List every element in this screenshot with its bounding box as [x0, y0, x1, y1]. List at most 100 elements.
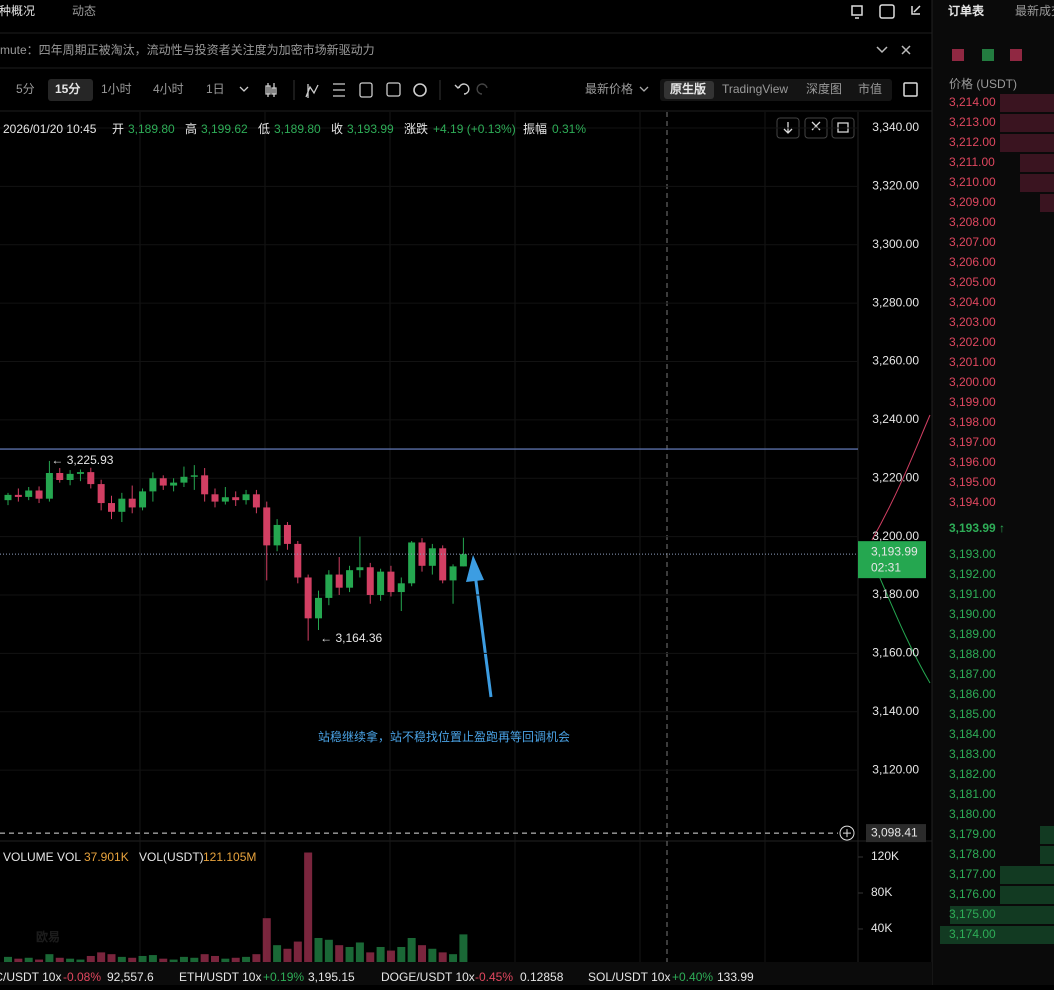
bid-price: 3,188.00 — [949, 647, 996, 661]
note-arrow — [472, 565, 493, 698]
close-icon[interactable] — [901, 45, 911, 55]
candle-body — [201, 475, 209, 495]
bid-price: 3,176.00 — [949, 887, 996, 901]
candle-body — [459, 554, 467, 567]
y-tick-label: 3,220.00 — [872, 470, 919, 484]
ask-price: 3,201.00 — [949, 355, 996, 369]
y-tick-label: 3,160.00 — [872, 646, 919, 660]
ask-price: 3,202.00 — [949, 335, 996, 349]
ticker-pair[interactable]: DOGE/USDT 10x — [381, 970, 475, 984]
depth-bar — [940, 926, 1054, 944]
candle-body — [221, 497, 229, 502]
fullscreen-icon[interactable] — [903, 82, 918, 97]
candle-body — [87, 472, 95, 485]
volume-bar — [335, 945, 344, 962]
interval[interactable]: 1日 — [206, 82, 225, 96]
volume-bar — [138, 955, 147, 962]
settings-icon[interactable] — [413, 83, 427, 97]
low-label: ← 3,164.36 — [320, 631, 382, 645]
candle-body — [263, 507, 271, 546]
bid-price: 3,187.00 — [949, 667, 996, 681]
ask-price: 3,208.00 — [949, 215, 996, 229]
y-tick-label: 3,300.00 — [872, 237, 919, 251]
candle-body — [45, 472, 53, 499]
volume-bar — [449, 954, 458, 962]
last-price: 3,193.99 ↑ — [949, 521, 1005, 535]
ask-price: 3,205.00 — [949, 275, 996, 289]
ask-price: 3,196.00 — [949, 455, 996, 469]
candle-body — [159, 478, 167, 486]
countdown: 02:31 — [871, 560, 901, 574]
candle-body — [108, 503, 115, 512]
ask-price: 3,213.00 — [949, 115, 996, 129]
window-icon[interactable] — [879, 4, 895, 19]
alert-icon[interactable] — [851, 5, 863, 19]
chart-type-icon[interactable] — [265, 83, 277, 97]
volume-bar — [428, 948, 437, 962]
book-mode-icon[interactable] — [1010, 49, 1022, 61]
view-tab[interactable]: 深度图 — [806, 81, 842, 96]
layout-icon[interactable] — [386, 82, 401, 97]
price-plot: ← 3,225.93 ← 3,164.36 — [0, 127, 858, 771]
candle-body — [377, 571, 385, 595]
candle-body — [35, 490, 43, 499]
ticker-pair[interactable]: BTC/USDT 10x — [0, 970, 61, 984]
y-tick-label: 40K — [871, 921, 892, 935]
interval[interactable]: 4小时 — [153, 82, 184, 96]
bid-price: 3,183.00 — [949, 747, 996, 761]
volume-bar — [304, 852, 313, 962]
y-tick-label: 3,280.00 — [872, 295, 919, 309]
depth-bar — [1000, 134, 1054, 152]
add-alert-icon — [843, 829, 851, 838]
add-alert-icon[interactable] — [839, 825, 855, 841]
book-mode-icon[interactable] — [982, 49, 994, 61]
ticker-change: -0.08% — [63, 970, 101, 984]
interval[interactable]: 1小时 — [101, 82, 132, 96]
ask-price: 3,211.00 — [949, 155, 995, 169]
ticker-price: 133.99 — [717, 970, 754, 984]
dropdown-icon[interactable] — [239, 86, 249, 92]
draw-icon[interactable] — [333, 83, 345, 97]
bid-price: 3,181.00 — [949, 787, 996, 801]
info-label: 低 — [258, 122, 270, 136]
candle-body — [418, 542, 426, 566]
volume-bar — [376, 946, 385, 962]
dropdown-icon[interactable] — [639, 86, 649, 92]
volume-bar — [262, 918, 271, 962]
ticker-pair[interactable]: SOL/USDT 10x — [588, 970, 670, 984]
candle-body — [283, 524, 291, 544]
volume-bar — [366, 952, 375, 962]
view-tab[interactable]: TradingView — [722, 82, 788, 96]
volume-bar — [97, 952, 106, 962]
ticker-bar — [0, 962, 932, 985]
indicator-icon[interactable] — [305, 84, 319, 98]
bid-price: 3,177.00 — [949, 867, 996, 881]
interval[interactable]: 5分 — [16, 82, 35, 96]
collapse-icon[interactable] — [876, 46, 888, 54]
ask-price: 3,214.00 — [949, 95, 996, 109]
ticker-pair[interactable]: ETH/USDT 10x — [179, 970, 261, 984]
bid-price: 3,190.00 — [949, 607, 996, 621]
candle-body — [315, 597, 322, 619]
volume-bar — [314, 937, 323, 962]
bid-price: 3,179.00 — [949, 827, 996, 841]
ask-price: 3,206.00 — [949, 255, 996, 269]
template-icon[interactable] — [359, 82, 373, 98]
price-tag-label: 3,098.41 — [871, 825, 918, 839]
view-tab[interactable]: 原生版 — [670, 81, 706, 96]
volume-bar — [459, 934, 468, 962]
info-value: 3,189.80 — [128, 122, 175, 136]
bid-price: 3,184.00 — [949, 727, 996, 741]
redo-icon[interactable] — [476, 83, 488, 95]
view-tab[interactable]: 市值 — [858, 81, 882, 96]
undo-icon[interactable] — [454, 83, 470, 95]
volume-bar — [107, 954, 116, 962]
ask-price: 3,199.00 — [949, 395, 996, 409]
expand-icon[interactable] — [911, 5, 921, 15]
candle-body — [346, 570, 354, 588]
interval[interactable]: 15分 — [55, 81, 80, 96]
annotation: 站稳继续拿，站不稳找位置止盈跑再等回调机会 — [318, 729, 570, 744]
depth-bar — [1020, 154, 1054, 172]
book-mode-icon[interactable] — [952, 49, 964, 61]
